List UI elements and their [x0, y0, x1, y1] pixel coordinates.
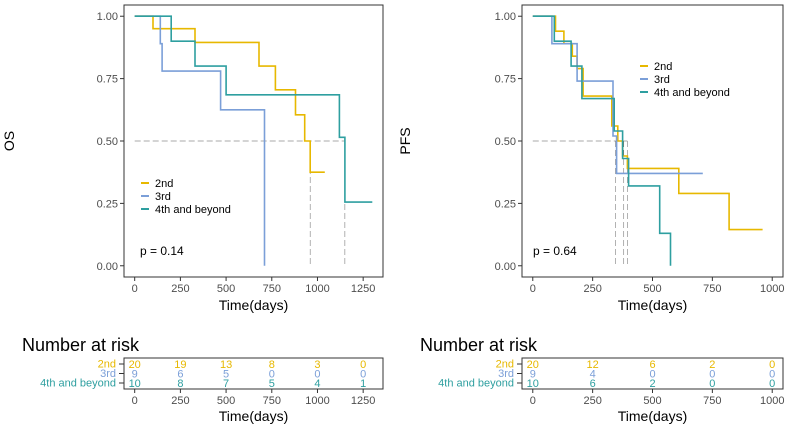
risk-count: 13 — [220, 359, 232, 371]
risk-count: 9 — [132, 369, 138, 381]
risk-x-axis-title: Time(days) — [219, 408, 289, 424]
risk-count: 12 — [587, 359, 599, 371]
y-axis-title: OS — [1, 131, 17, 151]
risk-x-tick-label: 750 — [263, 395, 281, 407]
risk-x-tick-label: 1000 — [760, 395, 784, 407]
risk-count: 4 — [590, 369, 596, 381]
series-line-4th-and-beyond — [134, 15, 373, 203]
risk-row-label: 3rd — [100, 368, 116, 380]
risk-count: 0 — [314, 369, 320, 381]
series-line-2nd — [532, 15, 763, 231]
risk-count: 10 — [129, 378, 141, 390]
x-tick-label: 1000 — [760, 283, 784, 295]
risk-table-border — [123, 357, 384, 390]
risk-count: 0 — [769, 378, 775, 390]
series-line-3rd — [134, 15, 266, 266]
x-tick-label: 750 — [263, 283, 281, 295]
y-tick-label: 0.00 — [495, 261, 516, 273]
risk-count: 1 — [360, 378, 366, 390]
y-tick-label: 0.00 — [97, 261, 118, 273]
risk-row-label: 2nd — [98, 359, 116, 371]
risk-row-label: 4th and beyond — [40, 378, 116, 390]
risk-count: 3 — [314, 359, 320, 371]
x-tick-label: 0 — [132, 283, 138, 295]
risk-count: 19 — [174, 359, 186, 371]
risk-x-tick-label: 250 — [171, 395, 189, 407]
risk-x-tick-label: 0 — [530, 395, 536, 407]
risk-count: 0 — [360, 369, 366, 381]
risk-count: 6 — [649, 359, 655, 371]
chart-panel-os: 0.000.250.500.751.000 250 500 750 1000 1250Ti… — [1, 4, 384, 424]
series-line-4th-and-beyond — [532, 15, 672, 266]
risk-x-tick-label: 750 — [703, 395, 721, 407]
risk-row-label: 3rd — [498, 368, 514, 380]
risk-row-label: 2nd — [496, 359, 514, 371]
risk-count: 0 — [360, 359, 366, 371]
risk-count: 20 — [527, 359, 539, 371]
risk-count: 5 — [223, 369, 229, 381]
legend-label: 3rd — [155, 191, 171, 203]
x-tick-label: 0 — [530, 283, 536, 295]
risk-count: 2 — [649, 378, 655, 390]
legend-label: 2nd — [654, 61, 672, 73]
x-tick-label: 750 — [703, 283, 721, 295]
risk-x-tick-label: 500 — [217, 395, 235, 407]
y-tick-label: 0.50 — [97, 136, 118, 148]
risk-x-tick-label: 0 — [132, 395, 138, 407]
risk-count: 6 — [177, 369, 183, 381]
x-tick-label: 250 — [583, 283, 601, 295]
risk-count: 4 — [314, 378, 320, 390]
legend-label: 3rd — [654, 74, 670, 86]
risk-count: 0 — [769, 359, 775, 371]
risk-count: 8 — [269, 359, 275, 371]
y-tick-label: 1.00 — [495, 11, 516, 23]
y-tick-label: 0.25 — [495, 198, 516, 210]
risk-x-tick-label: 1000 — [305, 395, 329, 407]
p-value: p = 0.64 — [533, 244, 577, 258]
x-axis-title: Time(days) — [219, 297, 289, 313]
legend-label: 2nd — [155, 178, 173, 190]
x-tick-label: 250 — [171, 283, 189, 295]
series-line-2nd — [134, 15, 325, 173]
risk-count: 10 — [527, 378, 539, 390]
risk-count: 0 — [709, 369, 715, 381]
risk-count: 7 — [223, 378, 229, 390]
risk-x-tick-label: 250 — [583, 395, 601, 407]
risk-count: 20 — [129, 359, 141, 371]
x-axis-title: Time(days) — [618, 297, 688, 313]
risk-count: 0 — [649, 369, 655, 381]
y-tick-label: 0.75 — [97, 74, 118, 86]
risk-count: 0 — [269, 369, 275, 381]
y-axis-title: PFS — [397, 127, 413, 154]
p-value: p = 0.14 — [140, 244, 184, 258]
risk-count: 8 — [177, 378, 183, 390]
risk-count: 0 — [769, 369, 775, 381]
risk-count: 5 — [269, 378, 275, 390]
x-tick-label: 500 — [643, 283, 661, 295]
x-tick-label: 1000 — [305, 283, 329, 295]
risk-x-axis-title: Time(days) — [618, 408, 688, 424]
legend-label: 4th and beyond — [155, 204, 231, 216]
risk-count: 2 — [709, 359, 715, 371]
risk-row-label: 4th and beyond — [438, 378, 514, 390]
chart-panel-pfs: 0.000.250.500.751.000 250 500 750 1000Time(d… — [397, 4, 784, 424]
series-line-3rd — [532, 15, 703, 175]
risk-count: 0 — [709, 378, 715, 390]
y-tick-label: 1.00 — [97, 11, 118, 23]
risk-count: 6 — [590, 378, 596, 390]
risk-count: 9 — [530, 369, 536, 381]
risk-x-tick-label: 500 — [643, 395, 661, 407]
risk-table-title: Number at risk — [420, 335, 538, 355]
y-tick-label: 0.50 — [495, 136, 516, 148]
legend-label: 4th and beyond — [654, 87, 730, 99]
y-tick-label: 0.75 — [495, 74, 516, 86]
y-tick-label: 0.25 — [97, 198, 118, 210]
risk-x-tick-label: 1250 — [351, 395, 375, 407]
x-tick-label: 1250 — [351, 283, 375, 295]
x-tick-label: 500 — [217, 283, 235, 295]
risk-table-title: Number at risk — [22, 335, 140, 355]
